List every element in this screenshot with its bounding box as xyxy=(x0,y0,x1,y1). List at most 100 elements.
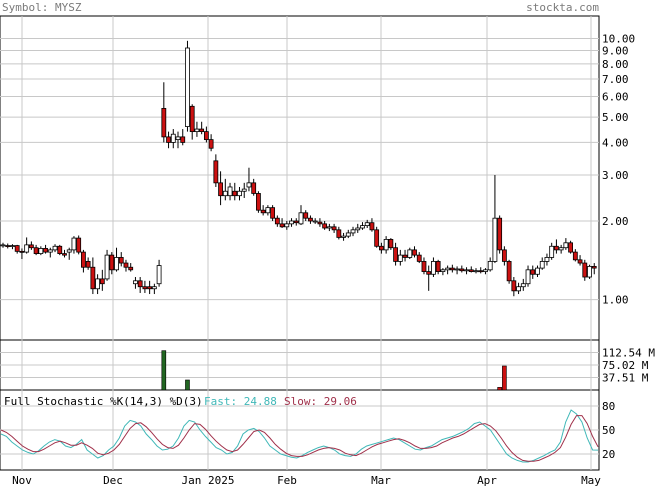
candle-body xyxy=(378,245,384,251)
candle-body xyxy=(142,286,148,290)
volume-bar xyxy=(502,365,507,391)
candle-body xyxy=(426,271,432,275)
candle-body xyxy=(497,217,503,251)
stochastic-tick-label: 20 xyxy=(602,448,615,461)
price-tick-label: 8.00 xyxy=(602,58,629,71)
candle-body xyxy=(303,212,309,219)
candle-body xyxy=(24,244,30,253)
candle-body xyxy=(293,220,299,224)
candle-body xyxy=(123,262,129,268)
candle-body xyxy=(326,226,332,229)
price-tick-label: 2.00 xyxy=(602,215,629,228)
candle-body xyxy=(421,261,427,272)
candle-body xyxy=(256,193,261,211)
candle-body xyxy=(151,286,157,290)
stochastic-title: Full Stochastic %K(14,3) %D(3) xyxy=(4,395,203,408)
x-tick-label: May xyxy=(581,474,601,486)
candle-body xyxy=(260,209,266,214)
candle-body xyxy=(14,245,20,252)
candle-body xyxy=(520,283,526,288)
candle-body xyxy=(95,278,100,290)
candle-body xyxy=(298,212,304,225)
candle-body xyxy=(33,247,39,255)
candle-body xyxy=(468,269,474,272)
candle-body xyxy=(591,265,597,269)
candle-body xyxy=(582,262,588,278)
candle-body xyxy=(416,254,422,262)
candle-body xyxy=(397,254,403,262)
candle-body xyxy=(237,190,242,197)
candle-body xyxy=(459,268,465,272)
candle-body xyxy=(274,217,280,225)
candle-body xyxy=(412,249,417,256)
price-candles xyxy=(0,40,597,297)
candle-body xyxy=(279,223,285,228)
candle-body xyxy=(232,190,238,197)
candle-body xyxy=(161,107,167,138)
volume-bars xyxy=(161,350,507,391)
candle-body xyxy=(402,254,408,258)
candle-body xyxy=(435,261,441,272)
volume-bar xyxy=(185,379,190,391)
candle-body xyxy=(525,269,531,285)
candle-body xyxy=(38,248,44,255)
stochastic-lines xyxy=(0,409,599,463)
candle-body xyxy=(568,242,573,253)
candle-body xyxy=(81,251,86,268)
x-tick-label: Nov xyxy=(12,474,32,486)
candle-body xyxy=(577,259,583,264)
candle-body xyxy=(71,237,77,251)
x-tick-label: Mar xyxy=(371,474,391,486)
candle-body xyxy=(431,261,436,275)
candle-body xyxy=(511,280,517,292)
candle-body xyxy=(449,267,455,271)
candle-body xyxy=(265,207,271,214)
candle-body xyxy=(128,266,134,271)
candle-body xyxy=(43,248,48,253)
candle-body xyxy=(558,247,564,251)
x-tick-label: Jan 2025 xyxy=(182,474,235,486)
candle-body xyxy=(572,251,578,261)
candle-body xyxy=(445,267,451,271)
candle-body xyxy=(28,244,34,249)
x-tick-label: Dec xyxy=(103,474,123,486)
candle-body xyxy=(407,249,413,258)
candle-body xyxy=(506,261,512,282)
candle-body xyxy=(90,266,96,290)
candle-body xyxy=(483,269,488,272)
candle-body xyxy=(501,249,507,262)
volume-tick-label: 75.02 M xyxy=(602,359,649,372)
candle-body xyxy=(194,128,200,133)
candle-body xyxy=(241,188,247,192)
candle-body xyxy=(137,280,143,288)
price-tick-label: 4.00 xyxy=(602,136,629,149)
candle-body xyxy=(180,136,186,143)
candle-body xyxy=(218,182,223,197)
candle-body xyxy=(549,245,555,258)
candle-body xyxy=(478,270,484,273)
axis-labels: Nov Dec Jan 2025 Feb Mar Apr May 10.009.008.00 7… xyxy=(12,33,655,486)
candle-body xyxy=(109,254,115,271)
symbol-label: Symbol: MYSZ xyxy=(2,1,82,14)
candle-body xyxy=(454,268,460,271)
candle-body xyxy=(156,265,162,285)
candle-body xyxy=(487,261,493,271)
stochastic-tick-label: 50 xyxy=(602,424,615,437)
candle-body xyxy=(170,133,176,143)
candle-body xyxy=(308,217,313,222)
price-tick-label: 7.00 xyxy=(602,73,629,86)
price-tick-label: 10.00 xyxy=(602,33,635,46)
stochastic-fast-label: Fast: 24.88 xyxy=(204,395,277,408)
candle-body xyxy=(85,261,91,268)
price-tick-label: 6.00 xyxy=(602,90,629,103)
candle-body xyxy=(473,270,479,273)
candle-body xyxy=(554,245,559,251)
candle-body xyxy=(336,229,342,238)
price-tick-label: 1.00 xyxy=(602,294,629,307)
candle-body xyxy=(57,245,63,255)
candle-body xyxy=(222,190,228,197)
candle-body xyxy=(544,257,550,262)
candle-body xyxy=(312,220,318,223)
candle-body xyxy=(99,278,105,285)
candle-body xyxy=(19,250,25,253)
